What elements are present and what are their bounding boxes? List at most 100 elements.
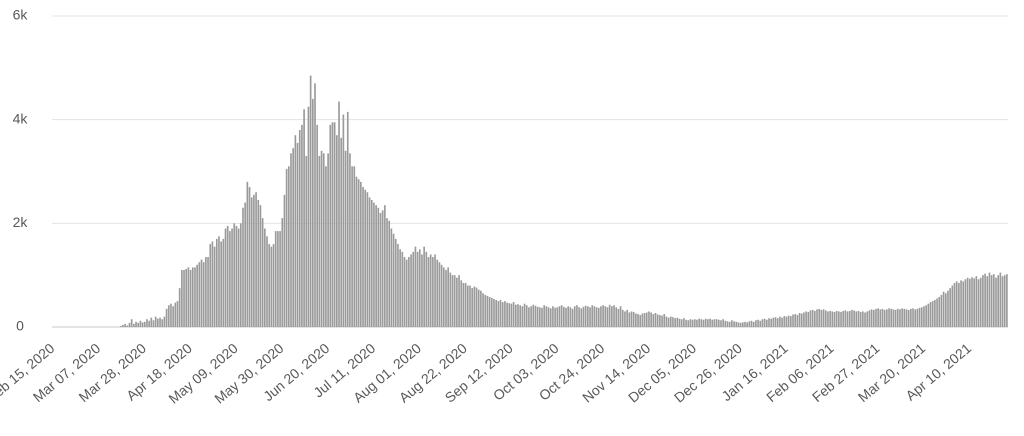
- bar: [663, 314, 666, 327]
- bar: [126, 325, 129, 327]
- bar: [831, 311, 834, 327]
- bar: [842, 310, 845, 327]
- bar: [205, 257, 207, 327]
- bar: [763, 318, 766, 327]
- bar: [713, 319, 716, 327]
- bar: [750, 320, 753, 327]
- bar: [835, 310, 838, 327]
- bar: [340, 137, 343, 327]
- bar: [584, 305, 587, 327]
- bar: [517, 304, 519, 327]
- bar: [493, 299, 495, 327]
- bar: [305, 155, 308, 327]
- bar: [637, 314, 639, 327]
- bar: [440, 264, 443, 327]
- bar: [421, 254, 423, 327]
- bar: [949, 288, 951, 327]
- bar: [207, 257, 209, 327]
- bar: [783, 316, 786, 327]
- bar: [311, 98, 314, 327]
- bar: [368, 197, 371, 327]
- bar: [545, 306, 548, 327]
- bar: [449, 272, 452, 327]
- bar: [318, 155, 321, 327]
- bar: [896, 308, 899, 327]
- bar: [250, 197, 253, 327]
- bar: [344, 150, 347, 327]
- bar: [859, 311, 862, 327]
- bar: [728, 321, 731, 327]
- bar: [912, 308, 914, 327]
- bar: [582, 306, 585, 327]
- bar: [872, 309, 875, 327]
- bar: [770, 318, 773, 327]
- bar: [338, 101, 340, 328]
- bar: [805, 311, 807, 327]
- bar: [231, 228, 233, 327]
- bar: [181, 269, 183, 327]
- bar: [287, 166, 290, 327]
- bar: [988, 272, 991, 327]
- bar: [484, 294, 487, 327]
- bar: [781, 317, 783, 327]
- bar: [722, 319, 724, 327]
- bar: [848, 310, 851, 327]
- bar: [875, 308, 877, 327]
- bar: [990, 275, 993, 327]
- bar: [768, 318, 770, 327]
- bar: [281, 218, 284, 327]
- bar: [392, 233, 395, 327]
- bar: [224, 228, 227, 327]
- bar: [307, 106, 310, 327]
- bar: [635, 313, 637, 327]
- bar: [124, 323, 126, 327]
- bar: [901, 308, 903, 327]
- bar: [329, 124, 332, 327]
- bar: [499, 300, 502, 327]
- bar: [486, 295, 489, 327]
- bar: [279, 231, 281, 327]
- bar: [141, 322, 144, 327]
- bar: [229, 231, 231, 327]
- y-tick-label: 6k: [13, 7, 29, 23]
- bar: [226, 225, 229, 327]
- bar: [864, 312, 866, 327]
- bar: [711, 319, 714, 327]
- bar: [737, 322, 740, 327]
- bar: [418, 249, 421, 327]
- bar: [528, 307, 530, 327]
- bar: [137, 322, 140, 327]
- bar: [608, 304, 611, 327]
- bar: [294, 135, 297, 327]
- bar: [940, 294, 943, 327]
- bar: [475, 287, 478, 327]
- bar: [600, 306, 602, 327]
- bar: [290, 153, 292, 327]
- bar: [838, 311, 840, 327]
- bar: [840, 311, 842, 327]
- bar: [152, 320, 155, 327]
- bar: [617, 308, 620, 327]
- bar: [929, 302, 932, 327]
- bar: [907, 309, 910, 327]
- bar: [920, 307, 923, 327]
- bar: [776, 318, 779, 327]
- bar: [905, 309, 908, 327]
- bar: [536, 306, 539, 327]
- bar: [119, 325, 122, 327]
- bar: [794, 314, 797, 327]
- bar: [650, 312, 652, 327]
- bar: [325, 166, 327, 327]
- bar: [480, 290, 482, 327]
- bar: [772, 317, 775, 327]
- bar: [632, 311, 635, 327]
- bar: [648, 311, 650, 327]
- bar: [953, 282, 956, 327]
- bar: [868, 310, 871, 327]
- bar: [606, 307, 609, 327]
- bar: [903, 308, 906, 327]
- bar: [128, 322, 131, 327]
- bar: [669, 316, 672, 327]
- bar: [292, 148, 295, 327]
- bar: [244, 202, 246, 327]
